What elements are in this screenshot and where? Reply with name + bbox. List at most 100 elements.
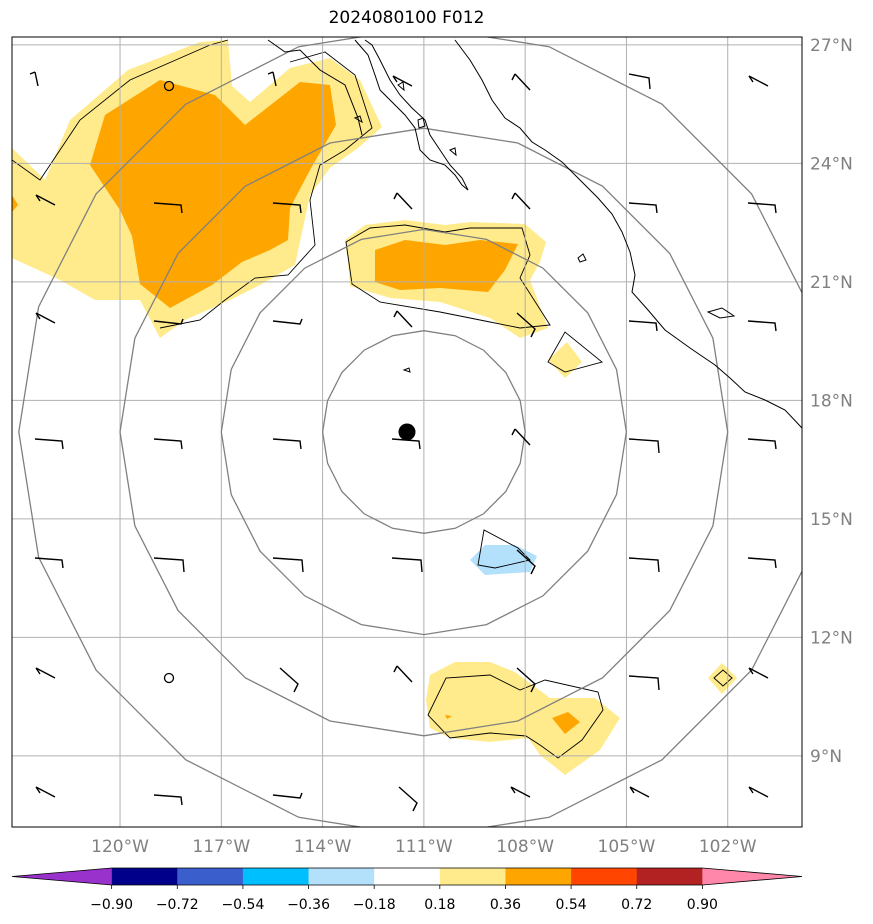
coastline-mainland <box>454 39 802 429</box>
lon-label: 102°W <box>699 837 757 857</box>
colorbar-segment <box>177 868 244 885</box>
wind-barb <box>628 438 660 454</box>
wind-barb <box>35 194 56 206</box>
wind-barb <box>629 786 650 798</box>
map-frame <box>11 36 803 828</box>
colorbar-tick-label: −0.90 <box>90 897 133 913</box>
wind-barb <box>153 202 183 214</box>
shade-orange-south <box>552 712 580 734</box>
contour-nw <box>12 39 373 329</box>
wind-barb <box>628 73 651 90</box>
lat-label: 21°N <box>810 273 853 293</box>
range-ring <box>321 330 526 534</box>
range-ring <box>119 127 729 737</box>
wind-barb <box>628 320 658 332</box>
shade-orange-north-central <box>375 240 518 292</box>
map-area <box>12 37 802 827</box>
colorbar-tick-label: 0.18 <box>424 897 455 913</box>
coastline-island-1 <box>577 253 587 263</box>
wind-barb <box>393 310 413 328</box>
wind-barb <box>516 667 536 693</box>
wind-barb <box>153 318 184 325</box>
wind-barb <box>748 75 769 87</box>
shaded-field <box>12 40 737 775</box>
colorbar-segment <box>636 868 703 885</box>
shade-orange-west-edge <box>12 195 18 212</box>
wind-barb <box>35 312 56 324</box>
contour-north-central <box>345 224 551 329</box>
wind-barb <box>510 786 531 798</box>
colorbar-tick-label: 0.54 <box>556 897 587 913</box>
shade-blue-south <box>470 545 537 575</box>
wind-barb <box>153 794 183 806</box>
wind-barb <box>35 786 56 798</box>
colorbar-tick-label: −0.36 <box>287 897 330 913</box>
coastline-island-3 <box>402 367 411 373</box>
colorbar-segment <box>308 868 375 885</box>
lat-label: 15°N <box>810 510 853 530</box>
wind-barb <box>511 192 531 210</box>
colorbar-segment <box>374 868 441 885</box>
wind-barb <box>516 549 536 575</box>
lon-label: 120°W <box>91 837 149 857</box>
colorbar-segment <box>571 868 638 885</box>
wind-barb <box>511 73 531 91</box>
lat-label: 18°N <box>810 391 853 411</box>
shade-yellow-southeast <box>708 663 737 694</box>
lat-label: 27°N <box>810 36 853 56</box>
latitude-labels: 27°N 24°N 21°N 18°N 15°N 12°N 9°N <box>810 36 853 767</box>
longitude-labels: 120°W 117°W 114°W 111°W 108°W 105°W 102°W <box>91 837 757 857</box>
coastline-islet-d <box>449 147 457 157</box>
wind-barb <box>516 312 536 338</box>
wind-barb <box>272 557 304 573</box>
wind-barb <box>34 438 64 450</box>
wind-barb <box>272 792 303 799</box>
wind-barb <box>393 192 413 210</box>
wind-barb <box>279 667 299 693</box>
wind-barb <box>272 438 302 450</box>
wind-barb <box>153 438 183 450</box>
coastline-islet-a <box>353 115 363 124</box>
wind-barb <box>747 438 777 450</box>
calm-wind-marker <box>163 672 175 684</box>
wind-barb <box>628 557 660 573</box>
wind-barb <box>391 438 421 450</box>
wind-barb <box>392 75 413 87</box>
wind-barb <box>747 202 777 214</box>
wind-barb <box>29 71 39 87</box>
colorbar-segment <box>12 868 112 885</box>
contour-lines <box>12 39 733 759</box>
wind-barb <box>511 428 531 446</box>
colorbar-tick-label: 0.72 <box>621 897 652 913</box>
wind-barbs <box>29 71 777 812</box>
lat-label: 12°N <box>810 628 853 648</box>
colorbar-segment <box>702 868 802 885</box>
colorbar-segment <box>439 868 506 885</box>
lon-label: 111°W <box>395 837 453 857</box>
colorbar-tick-label: −0.72 <box>156 897 199 913</box>
wind-barb <box>628 675 660 691</box>
map-title: 2024080100 F012 <box>328 8 485 28</box>
colorbar-segment <box>242 868 310 885</box>
shade-orange-nw <box>90 80 336 308</box>
lon-label: 108°W <box>496 837 554 857</box>
storm-center-marker <box>398 423 416 441</box>
wind-barb <box>748 786 769 798</box>
range-ring <box>18 37 802 827</box>
colorbar-tick-label: 0.90 <box>687 897 718 913</box>
wind-barb <box>267 71 277 87</box>
wind-barb <box>748 667 769 679</box>
contour-small-east <box>547 331 603 373</box>
wind-barb <box>747 320 777 332</box>
wind-barb <box>272 318 303 325</box>
coastline-baja <box>267 39 469 191</box>
coastline-islet-c <box>397 81 405 92</box>
lon-label: 114°W <box>294 837 352 857</box>
range-rings <box>18 37 802 827</box>
contour-blue-south <box>477 529 531 569</box>
coastline-islet-b <box>417 117 426 129</box>
colorbar-tick-label: −0.18 <box>353 897 396 913</box>
wind-barb <box>34 557 64 569</box>
coastline-island-2 <box>706 307 736 319</box>
